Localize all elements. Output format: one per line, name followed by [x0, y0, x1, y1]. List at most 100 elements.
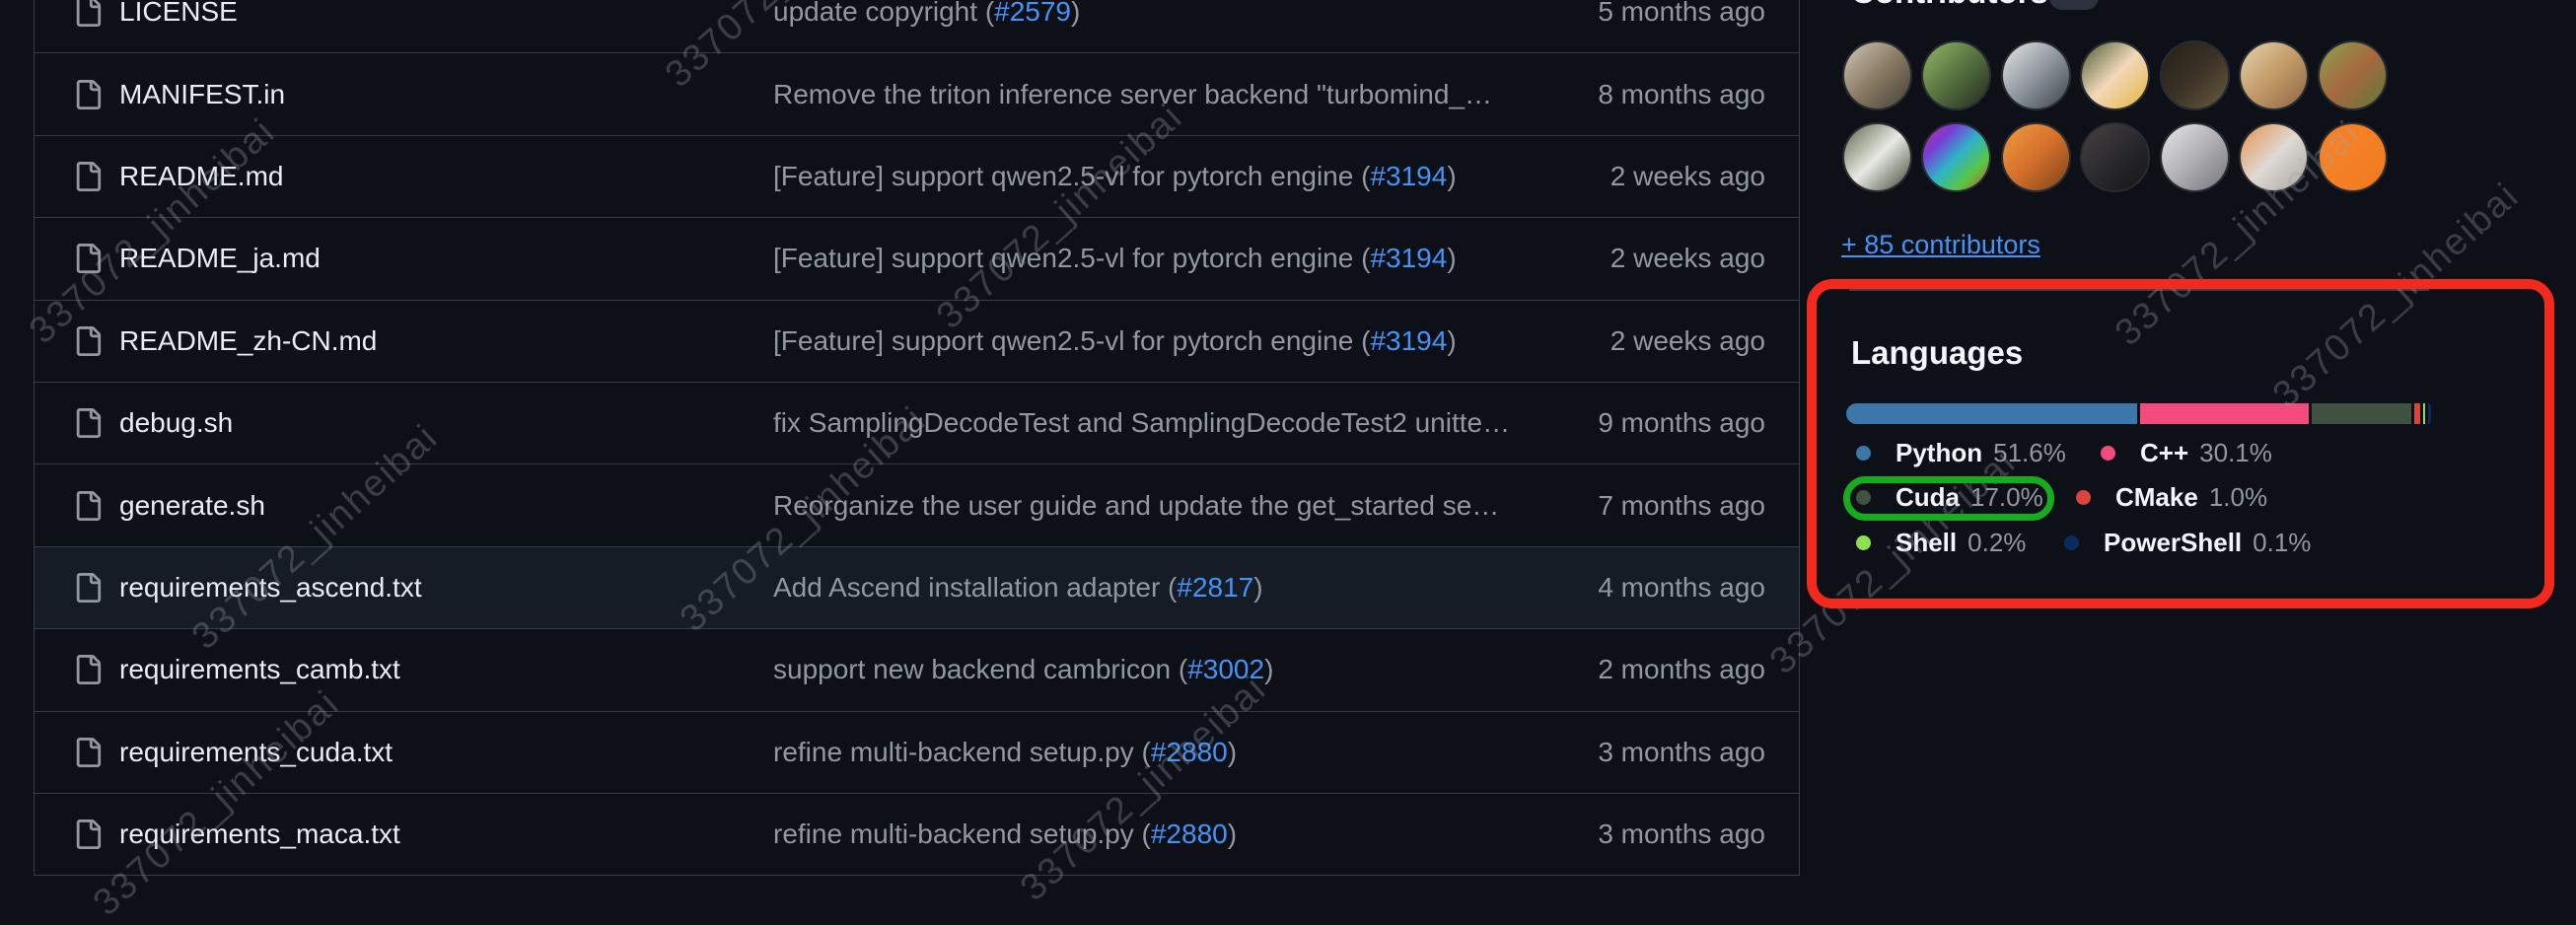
- table-row[interactable]: requirements_ascend.txt Add Ascend insta…: [35, 546, 1799, 630]
- avatar-quote-card[interactable]: [2159, 40, 2230, 110]
- commit-date-link[interactable]: 5 months ago: [1598, 0, 1765, 28]
- file-name-link[interactable]: LICENSE: [119, 0, 238, 28]
- commit-message: [Feature] support qwen2.5-vl for pytorch…: [773, 160, 1457, 191]
- file-name-link[interactable]: requirements_maca.txt: [119, 818, 400, 850]
- file-name-link[interactable]: README_zh-CN.md: [119, 324, 378, 356]
- commit-message: refine multi-backend setup.py (#2880): [773, 736, 1238, 767]
- avatar-orange[interactable]: [2318, 122, 2389, 192]
- file-name-link[interactable]: MANIFEST.in: [119, 78, 286, 109]
- commit-pr-link[interactable]: #2579: [994, 0, 1072, 28]
- file-name-link[interactable]: generate.sh: [119, 489, 265, 521]
- language-color-dot: [2076, 490, 2091, 505]
- commit-date-link[interactable]: 2 weeks ago: [1610, 243, 1765, 274]
- language-legend-item[interactable]: Cuda 17.0%: [1856, 482, 2043, 513]
- commit-date-link[interactable]: 9 months ago: [1598, 407, 1765, 439]
- language-name: Cuda: [1896, 482, 1960, 512]
- avatar-owl[interactable]: [1842, 40, 1912, 110]
- avatar-totoro[interactable]: [2238, 122, 2309, 192]
- commit-message: refine multi-backend setup.py (#2880): [773, 818, 1238, 850]
- file-icon: [72, 572, 104, 604]
- language-legend-item[interactable]: CMake 1.0%: [2076, 482, 2267, 513]
- commit-pr-link[interactable]: #3002: [1187, 654, 1265, 685]
- table-row[interactable]: README_zh-CN.md [Feature] support qwen2.…: [35, 300, 1799, 383]
- file-icon: [72, 161, 104, 192]
- table-row[interactable]: generate.sh Reorganize the user guide an…: [35, 464, 1799, 547]
- table-row[interactable]: MANIFEST.in Remove the triton inference …: [35, 53, 1799, 136]
- avatar-garfield[interactable]: [2000, 122, 2071, 192]
- commit-date-link[interactable]: 3 months ago: [1598, 818, 1765, 850]
- language-name: Python: [1896, 437, 1983, 467]
- table-row[interactable]: requirements_cuda.txt refine multi-backe…: [35, 711, 1799, 794]
- commit-message: Remove the triton inference server backe…: [773, 78, 1492, 109]
- table-row[interactable]: README.md [Feature] support qwen2.5-vl f…: [35, 135, 1799, 219]
- language-legend-item[interactable]: Python 51.6%: [1856, 438, 2066, 467]
- commit-date-link[interactable]: 7 months ago: [1598, 489, 1765, 521]
- sidebar-divider: [1849, 289, 2429, 291]
- avatar-maruko[interactable]: [2080, 40, 2151, 110]
- language-name: C++: [2140, 437, 2189, 467]
- file-name-link[interactable]: requirements_camb.txt: [119, 654, 400, 685]
- file-icon: [72, 818, 104, 850]
- more-contributors-link[interactable]: + 85 contributors: [1841, 230, 2040, 259]
- file-icon: [72, 407, 104, 439]
- language-color-dot: [2064, 534, 2079, 550]
- language-legend-item[interactable]: Shell 0.2%: [1856, 528, 2026, 557]
- commit-date-link[interactable]: 8 months ago: [1598, 78, 1765, 109]
- commit-date-link[interactable]: 3 months ago: [1598, 736, 1765, 767]
- language-percent: 30.1%: [2199, 437, 2272, 467]
- table-row[interactable]: debug.sh fix SamplingDecodeTest and Samp…: [35, 382, 1799, 465]
- language-name: Shell: [1896, 527, 1958, 557]
- file-name-link[interactable]: debug.sh: [119, 407, 234, 439]
- language-color-dot: [1856, 534, 1871, 550]
- avatar-mosaic[interactable]: [1921, 122, 1992, 192]
- commit-message: support new backend cambricon (#3002): [773, 654, 1274, 685]
- table-row[interactable]: README_ja.md [Feature] support qwen2.5-v…: [35, 218, 1799, 301]
- language-legend-item[interactable]: PowerShell 0.1%: [2064, 528, 2311, 557]
- table-row[interactable]: LICENSE update copyright (#2579) 5 month…: [35, 0, 1799, 54]
- commit-pr-link[interactable]: #2817: [1177, 571, 1254, 603]
- commit-date-link[interactable]: 4 months ago: [1598, 571, 1765, 603]
- language-legend-item[interactable]: C++ 30.1%: [2101, 438, 2272, 467]
- file-name-link[interactable]: README.md: [119, 160, 284, 191]
- file-icon: [72, 325, 104, 357]
- commit-message: [Feature] support qwen2.5-vl for pytorch…: [773, 243, 1457, 274]
- commit-pr-link[interactable]: #3194: [1370, 324, 1448, 356]
- language-color-dot: [2101, 445, 2115, 461]
- commit-date-link[interactable]: 2 months ago: [1598, 654, 1765, 685]
- commit-message: Add Ascend installation adapter (#2817): [773, 571, 1263, 603]
- avatar-dark-portrait[interactable]: [2080, 122, 2151, 192]
- file-name-link[interactable]: README_ja.md: [119, 243, 321, 274]
- language-color-dot: [1856, 445, 1871, 461]
- languages-title: Languages: [1851, 334, 2024, 371]
- file-table: LICENSE update copyright (#2579) 5 month…: [34, 0, 1800, 877]
- avatar-cat[interactable]: [2000, 40, 2071, 110]
- commit-pr-link[interactable]: #3194: [1370, 243, 1448, 274]
- legend-row: Shell 0.2% PowerShell 0.1%: [1856, 528, 2438, 557]
- avatar-shield[interactable]: [2159, 122, 2230, 192]
- file-name-link[interactable]: requirements_cuda.txt: [119, 736, 394, 767]
- table-row[interactable]: requirements_camb.txt support new backen…: [35, 629, 1799, 712]
- language-bar-segment-powershell: [2428, 403, 2431, 424]
- avatar-dog[interactable]: [2238, 40, 2309, 110]
- commit-date-link[interactable]: 2 weeks ago: [1610, 160, 1765, 191]
- avatar-person-park[interactable]: [1921, 40, 1992, 110]
- contributors-count-badge: [2049, 0, 2099, 10]
- contributors-title: Contributors: [1851, 0, 2048, 11]
- file-icon: [72, 243, 104, 274]
- commit-message: fix SamplingDecodeTest and SamplingDecod…: [773, 407, 1511, 439]
- avatar-garden-girl[interactable]: [2318, 40, 2389, 110]
- commit-pr-link[interactable]: #2880: [1150, 736, 1228, 767]
- avatar-anime-girl[interactable]: [1842, 122, 1912, 192]
- commit-message: update copyright (#2579): [773, 0, 1080, 28]
- language-name: PowerShell: [2104, 527, 2243, 557]
- languages-bar[interactable]: [1846, 403, 2431, 424]
- file-name-link[interactable]: requirements_ascend.txt: [119, 571, 422, 603]
- language-bar-segment-python: [1846, 403, 2138, 424]
- commit-pr-link[interactable]: #3194: [1370, 160, 1448, 191]
- language-name: CMake: [2115, 482, 2198, 512]
- commit-date-link[interactable]: 2 weeks ago: [1610, 324, 1765, 356]
- language-bar-segment-c++: [2140, 403, 2310, 424]
- watermark-text: 337072_jinheibai: [2264, 175, 2528, 417]
- contributors-avatar-grid: [1842, 40, 2389, 192]
- table-row[interactable]: requirements_maca.txt refine multi-backe…: [35, 793, 1799, 877]
